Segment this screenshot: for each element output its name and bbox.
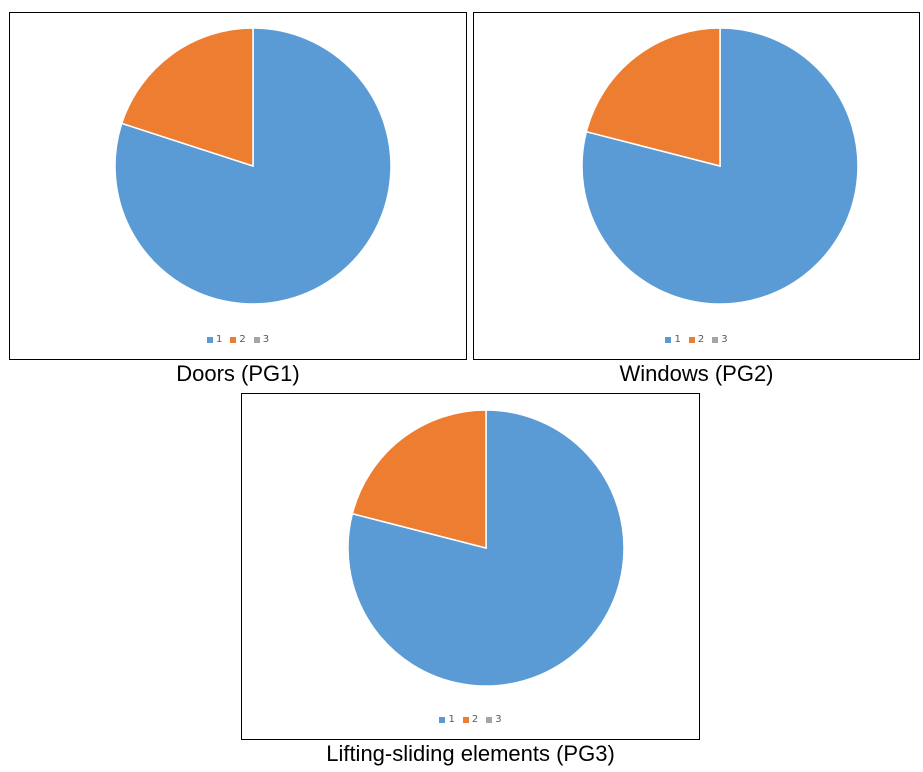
legend-swatch-3 [486,716,493,723]
legend-swatch-1 [206,336,213,343]
legend-item-3: 3 [712,334,728,345]
chart-panel-pg3: 1 2 3 [241,393,700,740]
legend-pg1: 1 2 3 [10,334,466,345]
legend-label-1: 1 [215,334,223,345]
legend-item-1: 1 [439,714,455,725]
legend-item-2: 2 [688,334,705,345]
legend-item-1: 1 [206,334,223,345]
legend-label-3: 3 [495,714,502,725]
legend-label-2: 2 [697,334,705,345]
legend-item-2: 2 [230,334,246,345]
legend-label-1: 1 [674,334,681,345]
caption-pg3: Lifting-sliding elements (PG3) [326,741,615,766]
legend-item-3: 3 [486,714,502,725]
legend-swatch-3 [253,336,260,343]
legend-swatch-1 [665,336,672,343]
chart-panel-pg1: 1 2 3 [9,12,467,360]
pie-slice-2 [585,27,721,167]
legend-pg3: 1 2 3 [242,714,699,725]
legend-item-3: 3 [253,334,270,345]
pie-slice-2 [120,27,254,168]
caption-pg2: Windows (PG2) [619,361,774,386]
pie-slice-2 [351,409,487,549]
legend-swatch-2 [230,336,237,343]
legend-swatch-2 [688,336,695,343]
legend-label-2: 2 [239,334,246,345]
legend-label-2: 2 [471,714,479,725]
legend-swatch-3 [712,336,719,343]
caption-pg1: Doors (PG1) [176,361,300,386]
legend-label-1: 1 [448,714,455,725]
pie-chart-pg3 [347,409,625,687]
pie-chart-pg1 [114,27,392,305]
legend-swatch-1 [439,716,446,723]
legend-item-2: 2 [462,714,479,725]
legend-pg2: 1 2 3 [474,334,919,345]
chart-panel-pg2: 1 2 3 [473,12,920,360]
legend-item-1: 1 [665,334,681,345]
legend-swatch-2 [462,716,469,723]
pie-chart-pg2 [581,27,859,305]
legend-label-3: 3 [721,334,728,345]
legend-label-3: 3 [262,334,270,345]
